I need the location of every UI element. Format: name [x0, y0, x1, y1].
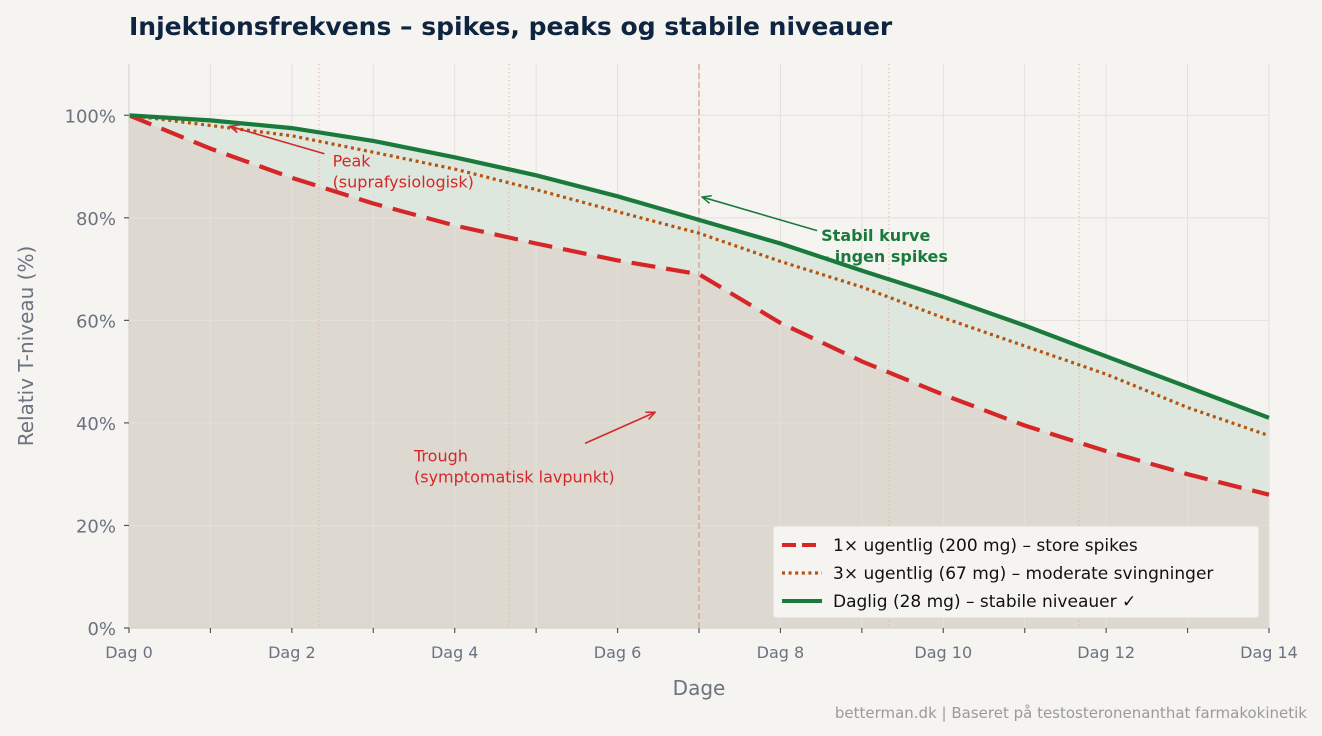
stable-arrow [703, 197, 818, 232]
x-axis-label: Dage [673, 676, 726, 700]
x-tick-label: Dag 4 [431, 643, 479, 662]
peak-arrow [231, 127, 325, 155]
legend-label-1: 1× ugentlig (200 mg) – store spikes [833, 536, 1138, 556]
y-tick-label: 60% [76, 311, 116, 332]
series-line-3 [128, 113, 1270, 420]
x-tick-label: Dag 6 [594, 643, 642, 662]
stable-annotation-line: Stabil kurve [821, 226, 930, 245]
x-tick-label: Dag 0 [105, 643, 153, 662]
axes: Dag 0 Dag 2 Dag 4 Dag 6 Dag 8 Dag 10 Dag 12 Dag… [65, 64, 1298, 662]
annotations: Peak (suprafysiologisk) Trough (symptomatis… [231, 127, 948, 486]
x-tick-label: Dag 2 [268, 643, 316, 662]
series-line-2 [128, 113, 1270, 438]
trough-arrow [584, 413, 654, 445]
y-tick-label: 80% [76, 209, 116, 230]
peak-annotation-line: Peak [333, 152, 372, 171]
y-tick-label: 100% [65, 106, 116, 127]
peak-annotation-line: (suprafysiologisk) [333, 173, 474, 192]
x-tick-label: Dag 8 [757, 643, 805, 662]
legend: 1× ugentlig (200 mg) – store spikes 3× ug… [772, 525, 1260, 619]
trough-annotation-line: (symptomatisk lavpunkt) [414, 467, 615, 486]
legend-box [772, 525, 1260, 619]
x-tick-label: Dag 12 [1077, 643, 1135, 662]
series-lines [128, 113, 1270, 497]
y-tick-label: 0% [87, 619, 116, 640]
chart-title: Injektionsfrekvens – spikes, peaks og st… [129, 12, 893, 41]
injection-markers [318, 64, 1080, 628]
legend-label-3: Daglig (28 mg) – stabile niveauer ✓ [833, 592, 1136, 612]
x-tick-label: Dag 14 [1240, 643, 1298, 662]
y-axis-label: Relativ T-niveau (%) [14, 246, 38, 447]
legend-label-2: 3× ugentlig (67 mg) – moderate svingning… [833, 564, 1213, 584]
x-tick-label: Dag 10 [914, 643, 972, 662]
stable-annotation-line: – ingen spikes [821, 247, 948, 266]
area-between-series [129, 115, 1269, 495]
y-tick-label: 20% [76, 516, 116, 537]
y-tick-label: 40% [76, 414, 116, 435]
trough-annotation-line: Trough [413, 446, 468, 465]
source-note: betterman.dk | Baseret på testosteronena… [835, 704, 1307, 722]
